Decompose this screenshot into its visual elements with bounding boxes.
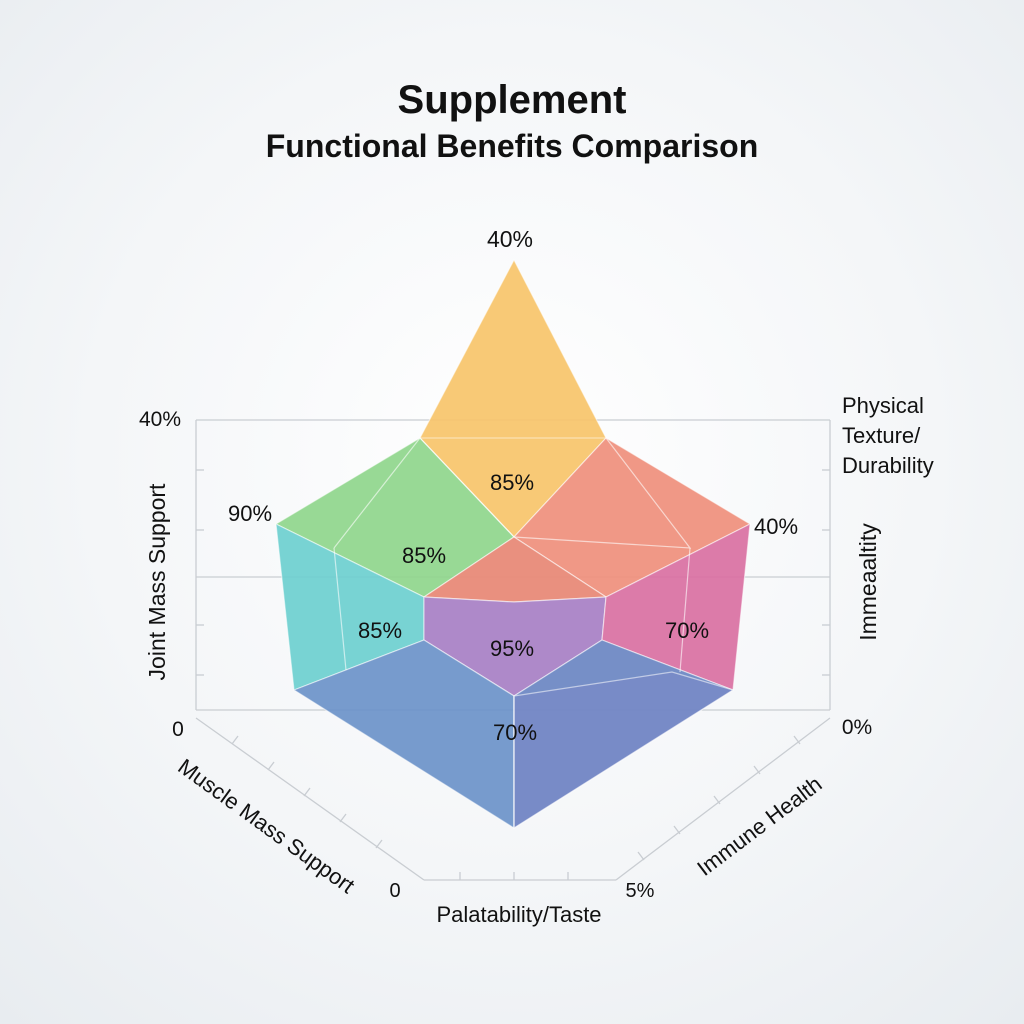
chart-subtitle: Functional Benefits Comparison <box>265 128 759 164</box>
inner-value-purple: 95% <box>490 636 534 661</box>
inner-value-teal: 85% <box>358 618 402 643</box>
axis-value-palatability: 0 <box>389 880 400 902</box>
chart-faces <box>274 258 752 830</box>
scale-labels: 40% 0 0% <box>139 408 872 741</box>
axis-title-muscle: Muscle Mass Support <box>173 754 359 899</box>
scale-top-left: 40% <box>139 408 181 431</box>
inner-value-blue: 70% <box>493 720 537 745</box>
face-blue-mid <box>513 671 735 830</box>
peak-value-label: 40% <box>487 226 533 252</box>
axis-title-left: Joint Mass Support <box>144 483 170 680</box>
axis-title-right: Immeaaltity <box>855 523 881 641</box>
inner-value-pink: 70% <box>665 618 709 643</box>
scale-bottom-left: 0 <box>172 718 184 741</box>
axis-title-immune: Immune Health <box>692 771 826 881</box>
axis-value-immeaaltity: 40% <box>754 514 798 539</box>
axis-value-joint: 90% <box>228 501 272 526</box>
chart-title: Supplement <box>397 78 627 122</box>
inner-value-yellow: 85% <box>490 470 534 495</box>
axis-title-physical-line1: Physical <box>842 393 924 418</box>
axis-value-immune: 5% <box>626 880 655 902</box>
value-labels: 40% 85% 85% 85% 95% 70% 70% 90% 40% 5% 0 <box>228 226 798 902</box>
axis-title-physical-line2: Texture/ <box>842 423 921 448</box>
scale-bottom-right: 0% <box>842 716 872 739</box>
axis-title-palatability: Palatability/Taste <box>436 902 601 927</box>
inner-value-green: 85% <box>402 543 446 568</box>
axis-title-physical-line3: Durability <box>842 453 934 478</box>
